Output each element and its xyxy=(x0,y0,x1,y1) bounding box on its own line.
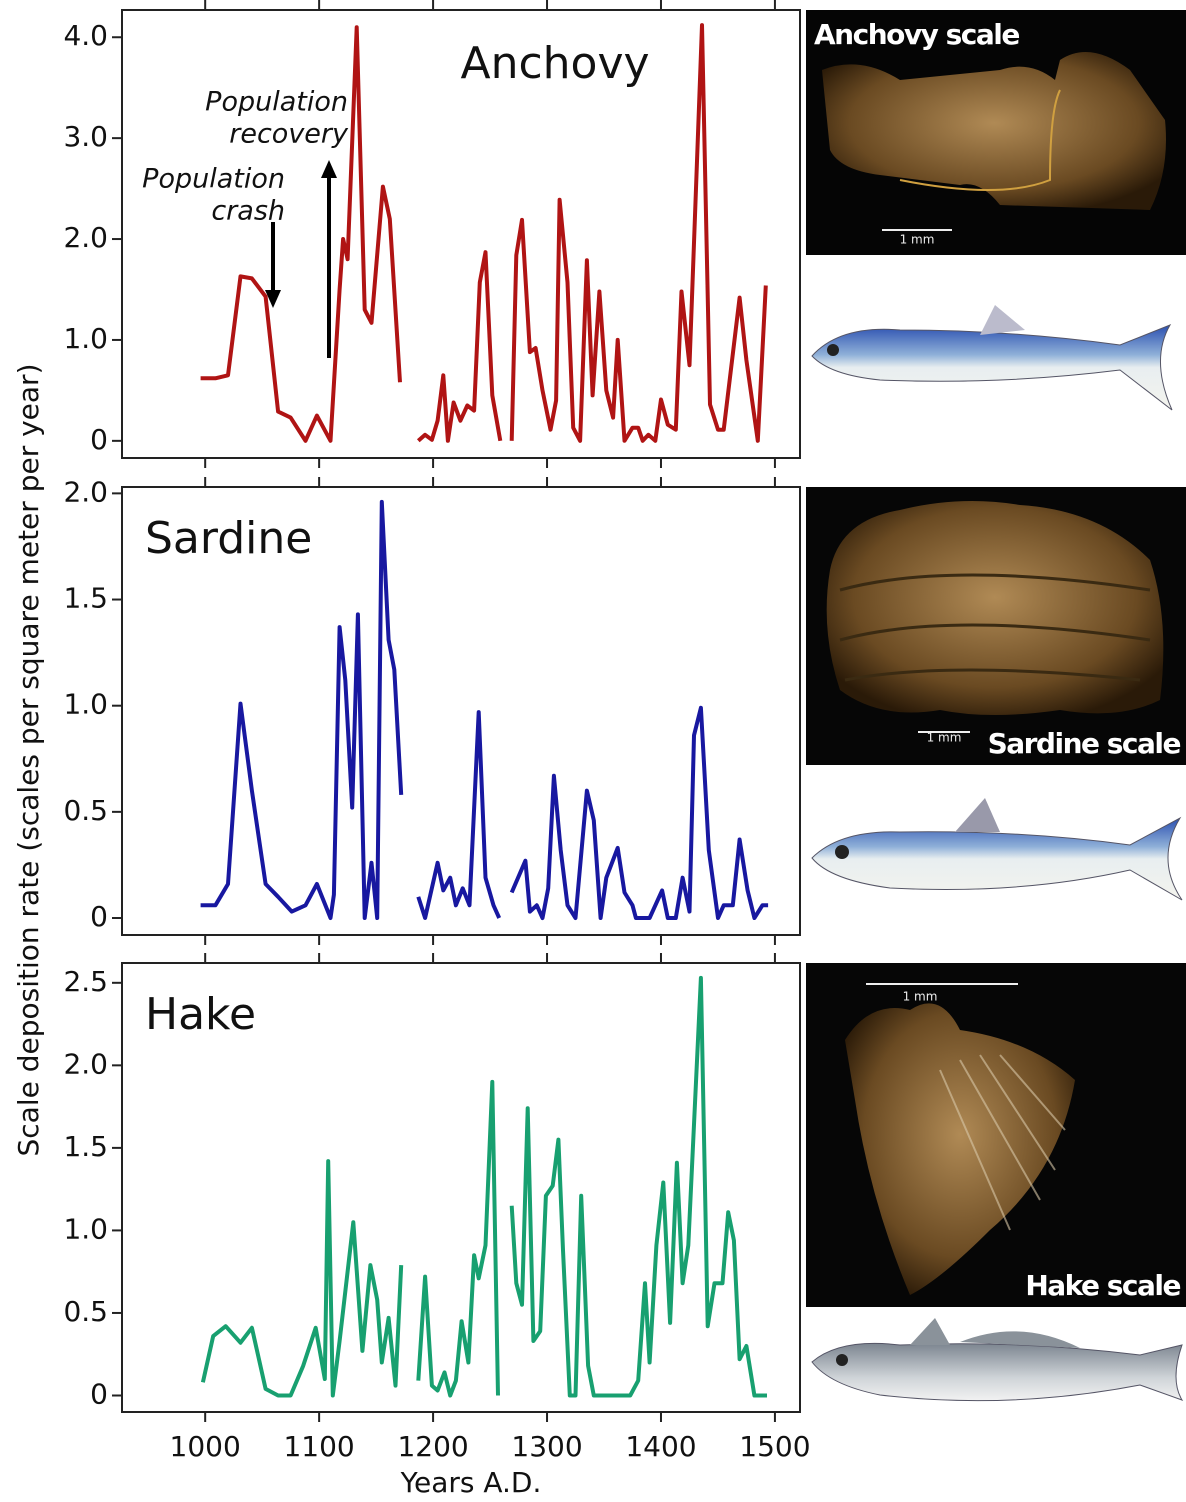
y-tick-label: 1.5 xyxy=(63,1130,108,1163)
annotation: Population xyxy=(142,164,285,195)
y-tick-label: 4.0 xyxy=(63,19,108,52)
image-label: Anchovy scale xyxy=(814,18,1019,51)
data-line xyxy=(201,502,769,918)
annotation: Population xyxy=(205,87,348,118)
image-label: Sardine scale xyxy=(988,727,1181,760)
y-tick-label: 1.0 xyxy=(63,1212,108,1245)
y-axis-label: Scale deposition rate (scales per square… xyxy=(12,364,45,1157)
panel-title: Sardine xyxy=(145,513,312,564)
panel-title: Anchovy xyxy=(460,38,649,89)
scale-bar-label: 1 mm xyxy=(903,990,938,1004)
x-tick-label: 1300 xyxy=(511,1430,582,1463)
y-tick-label: 1.0 xyxy=(63,322,108,355)
data-line xyxy=(203,978,767,1396)
annotation: crash xyxy=(211,196,285,227)
x-tick-label: 1200 xyxy=(397,1430,468,1463)
y-tick-label: 0.5 xyxy=(63,1295,108,1328)
y-tick-label: 0 xyxy=(90,423,108,456)
hake-drawing xyxy=(812,1318,1182,1401)
panel-title: Hake xyxy=(145,989,256,1040)
figure: Scale deposition rate (scales per square… xyxy=(0,0,1186,1502)
x-tick-label: 1500 xyxy=(739,1430,810,1463)
sardine-drawing xyxy=(812,798,1182,900)
arrow-head xyxy=(321,160,337,178)
y-tick-label: 2.0 xyxy=(63,221,108,254)
y-tick-label: 1.5 xyxy=(63,582,108,615)
image-label: Hake scale xyxy=(1025,1269,1180,1302)
scale-bar-label: 1 mm xyxy=(900,233,935,247)
y-tick-label: 0 xyxy=(90,1377,108,1410)
y-tick-label: 0.5 xyxy=(63,794,108,827)
scale-bar-label: 1 mm xyxy=(927,731,962,745)
x-tick-label: 1000 xyxy=(170,1430,241,1463)
x-tick-label: 1400 xyxy=(625,1430,696,1463)
y-tick-label: 3.0 xyxy=(63,120,108,153)
anchovy-drawing xyxy=(812,305,1172,410)
hake-scale-photo xyxy=(806,963,1186,1307)
annotation: recovery xyxy=(229,119,349,150)
y-tick-label: 2.5 xyxy=(63,965,108,998)
y-tick-label: 2.0 xyxy=(63,475,108,508)
x-axis-label: Years A.D. xyxy=(400,1466,542,1499)
sardine-scale-photo xyxy=(806,487,1186,765)
x-tick-label: 1100 xyxy=(283,1430,354,1463)
y-tick-label: 2.0 xyxy=(63,1047,108,1080)
y-tick-label: 0 xyxy=(90,900,108,933)
y-tick-label: 1.0 xyxy=(63,688,108,721)
